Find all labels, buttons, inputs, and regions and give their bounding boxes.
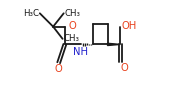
Text: OH: OH (121, 21, 137, 31)
Text: O: O (121, 63, 129, 73)
Text: CH₃: CH₃ (65, 9, 81, 18)
Text: O: O (68, 21, 76, 31)
Text: NH: NH (73, 47, 88, 57)
Text: CH₃: CH₃ (64, 34, 80, 43)
Text: O: O (54, 64, 62, 74)
Polygon shape (108, 43, 120, 46)
Text: H₃C: H₃C (23, 9, 39, 18)
